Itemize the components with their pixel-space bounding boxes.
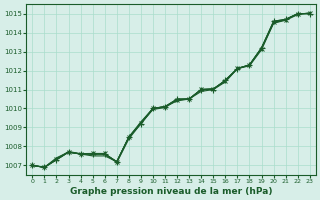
X-axis label: Graphe pression niveau de la mer (hPa): Graphe pression niveau de la mer (hPa) (70, 187, 272, 196)
